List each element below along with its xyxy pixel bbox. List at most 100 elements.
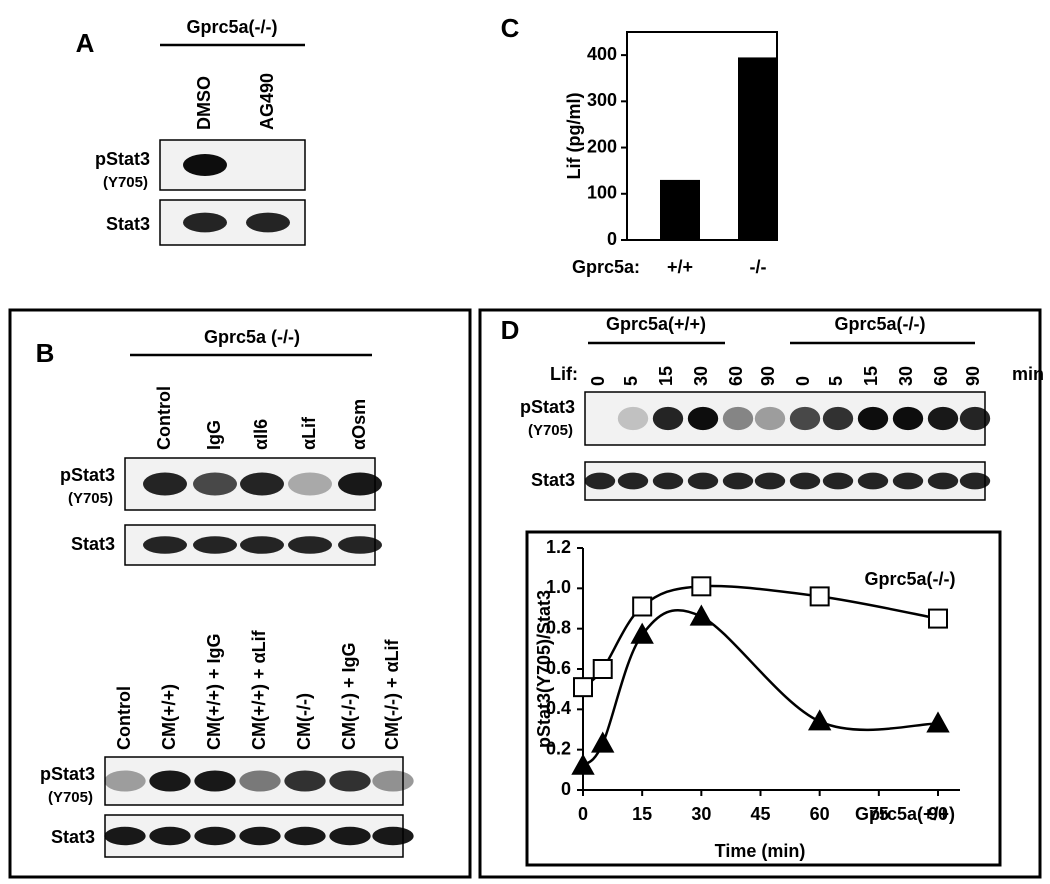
band [687, 406, 719, 431]
band [338, 472, 382, 496]
marker [573, 677, 593, 698]
panel-label: A [76, 28, 95, 58]
band [789, 472, 821, 490]
marker [809, 586, 830, 607]
marker [689, 604, 714, 626]
x-tick-label: 0 [578, 804, 588, 824]
row-label: pStat3 [60, 465, 115, 485]
marker [630, 622, 654, 644]
band [617, 472, 649, 490]
time-label: 0 [793, 376, 813, 386]
row-note: (Y705) [528, 422, 573, 439]
band [789, 406, 821, 431]
y-tick-label: 400 [587, 44, 617, 64]
y-tick-label: 0 [561, 779, 571, 799]
x-tick-label: -/- [750, 257, 767, 277]
band [183, 212, 227, 233]
x-tick-label: 75 [869, 804, 889, 824]
x-tick-label: 60 [810, 804, 830, 824]
lane-label: αOsm [349, 399, 369, 450]
lane-label: DMSO [194, 76, 214, 130]
band [652, 406, 684, 431]
band [329, 826, 371, 846]
band [239, 770, 281, 792]
y-tick-label: 0.6 [546, 658, 571, 678]
time-label: 15 [861, 366, 881, 386]
row-label: Stat3 [106, 214, 150, 234]
band [892, 472, 924, 490]
time-label: 30 [691, 366, 711, 386]
group-label: Gprc5a(+/+) [606, 314, 706, 334]
time-label: 90 [963, 366, 983, 386]
y-tick-label: 1.2 [546, 537, 571, 557]
row-label: Stat3 [531, 470, 575, 490]
chart-d-frame [525, 530, 1002, 867]
lane-label: CM(-/-) + αLif [382, 638, 402, 750]
blot [159, 139, 306, 191]
band [617, 406, 649, 431]
band [288, 536, 332, 554]
band [959, 472, 991, 490]
band [687, 472, 719, 490]
x-tick-label: 45 [750, 804, 770, 824]
y-tick-label: 300 [587, 90, 617, 110]
band [927, 406, 959, 431]
band [240, 472, 284, 496]
bar [738, 57, 778, 240]
x-axis-label: Gprc5a: [572, 257, 640, 277]
band [722, 406, 754, 431]
y-tick-label: 0.8 [546, 617, 571, 637]
time-label: 30 [896, 366, 916, 386]
marker [807, 709, 832, 731]
band [149, 826, 191, 846]
band [288, 472, 332, 496]
band [927, 472, 959, 490]
y-tick-label: 1.0 [546, 577, 571, 597]
band [754, 406, 786, 431]
band [338, 536, 382, 554]
panel-b-frame [8, 308, 472, 879]
treatment-label: Lif: [550, 364, 578, 384]
lane-label: CM(+/+) [159, 684, 179, 750]
y-tick-label: 0.2 [546, 738, 571, 758]
band [959, 406, 991, 431]
band [239, 826, 281, 846]
row-label: pStat3 [520, 397, 575, 417]
band [104, 826, 146, 846]
time-label: 90 [758, 366, 778, 386]
x-tick-label: 30 [691, 804, 711, 824]
marker [591, 731, 615, 753]
y-axis-label: Lif (pg/ml) [564, 93, 584, 180]
lane-label: Control [154, 386, 174, 450]
x-axis-label: Time (min) [715, 841, 806, 861]
lane-label: IgG [204, 420, 224, 450]
time-label: 15 [656, 366, 676, 386]
marker [632, 596, 653, 617]
time-label: 60 [726, 366, 746, 386]
lane-label: αIl6 [251, 419, 271, 450]
row-note: (Y705) [48, 789, 93, 806]
time-label: 60 [931, 366, 951, 386]
group-label: Gprc5a (-/-) [204, 327, 300, 347]
band [372, 826, 414, 846]
band [194, 770, 236, 792]
band [857, 472, 889, 490]
y-tick-label: 200 [587, 136, 617, 156]
band [194, 826, 236, 846]
band [193, 536, 237, 554]
lane-label: CM(+/+) + αLif [249, 629, 269, 750]
band [822, 406, 854, 431]
y-tick-label: 0 [607, 229, 617, 249]
row-note: (Y705) [103, 174, 148, 191]
band [754, 472, 786, 490]
row-label: Stat3 [71, 534, 115, 554]
row-note: (Y705) [68, 490, 113, 507]
band [183, 154, 227, 176]
band [143, 536, 187, 554]
band [246, 212, 290, 233]
band [822, 472, 854, 490]
band [857, 406, 889, 431]
band [193, 472, 237, 496]
x-tick-label: 90 [928, 804, 948, 824]
